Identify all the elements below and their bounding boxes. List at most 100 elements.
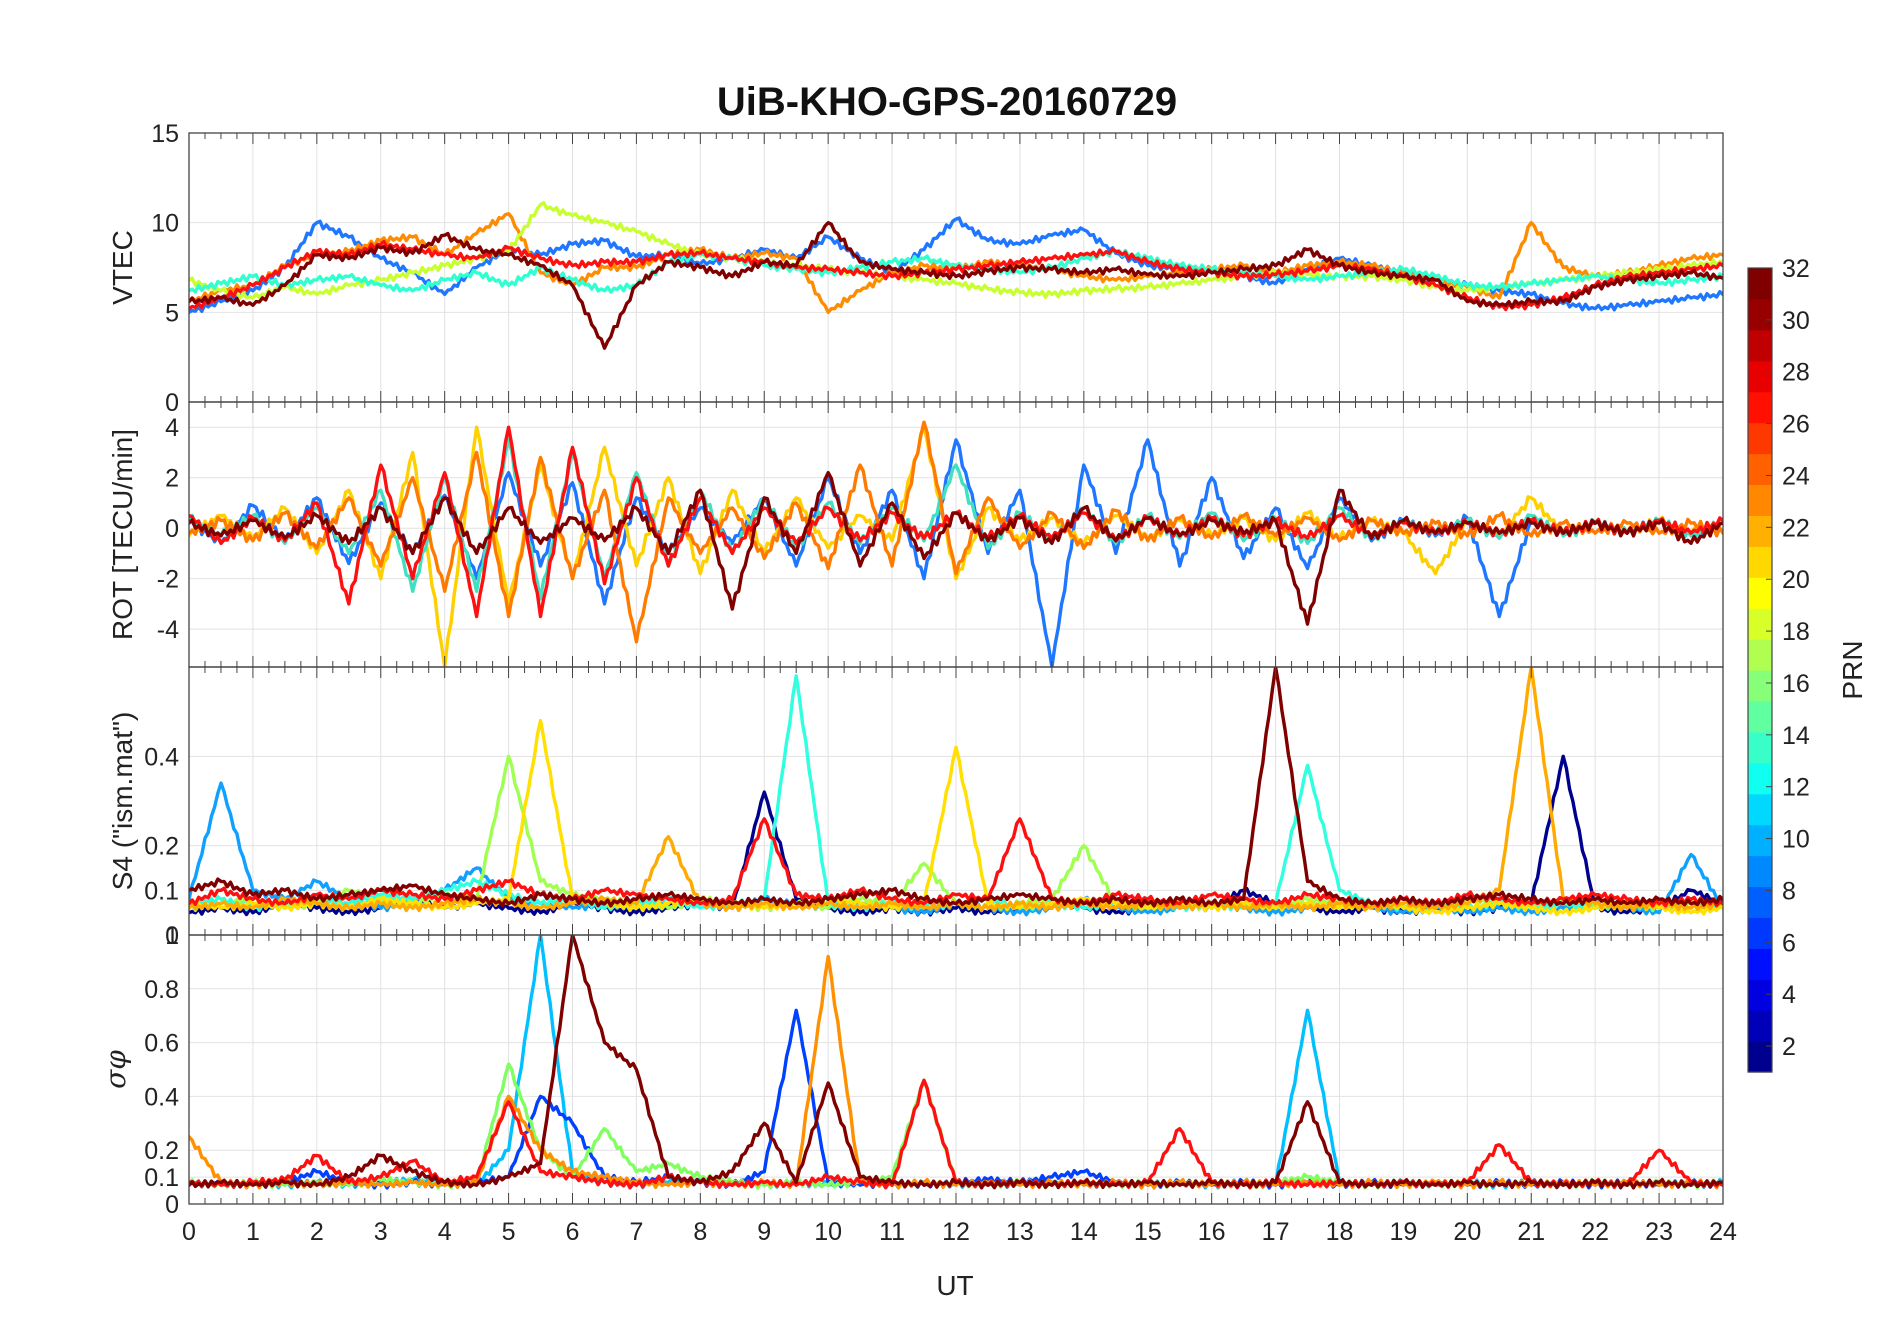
y-tick-label: 0.1 (144, 877, 179, 905)
colorbar-segment (1748, 546, 1772, 578)
colorbar-tick-label: 6 (1782, 929, 1796, 957)
chart-title: UiB-KHO-GPS-20160729 (717, 80, 1177, 124)
series-line (189, 200, 1723, 300)
y-tick-label: 1 (165, 922, 179, 950)
y-tick-label: 0.8 (144, 976, 179, 1004)
colorbar-segment (1748, 670, 1772, 702)
colorbar-segment (1748, 731, 1772, 764)
series-line (189, 667, 1723, 908)
x-tick-label: 15 (1134, 1218, 1162, 1246)
colorbar-segment (1748, 762, 1772, 795)
series-line (189, 247, 1723, 294)
series-line (189, 471, 1723, 626)
colorbar-segment (1748, 639, 1772, 671)
colorbar-label: PRN (1837, 640, 1868, 699)
series-group (189, 420, 1723, 667)
y-tick-label: 0.6 (144, 1030, 179, 1058)
y-tick-label: 2 (165, 465, 179, 493)
series-line (189, 438, 1723, 667)
x-tick-label: 17 (1262, 1218, 1290, 1246)
y-tick-label: 10 (151, 210, 179, 238)
colorbar-segment (1748, 793, 1772, 826)
y-tick-label: 0 (165, 1191, 179, 1219)
y-tick-label: -4 (157, 616, 179, 644)
x-tick-label: 14 (1070, 1218, 1098, 1246)
colorbar-tick-label: 16 (1782, 670, 1810, 698)
colorbar-tick-label: 10 (1782, 826, 1810, 854)
y-tick-label: 15 (151, 120, 179, 148)
colorbar-segment (1748, 268, 1772, 300)
colorbar-tick-label: 14 (1782, 722, 1810, 750)
x-tick-label: 19 (1390, 1218, 1418, 1246)
y-tick-label: 0 (165, 389, 179, 417)
colorbar-tick-label: 24 (1782, 462, 1810, 490)
y-tick-label: 0 (165, 922, 179, 950)
series-line (189, 718, 1723, 917)
y-tick-label: 0.2 (144, 1137, 179, 1165)
series-line (189, 420, 1723, 644)
x-tick-label: 18 (1326, 1218, 1354, 1246)
x-tick-label: 22 (1581, 1218, 1609, 1246)
x-tick-label: 8 (693, 1218, 707, 1246)
colorbar-segment (1748, 298, 1772, 331)
colorbar-segment (1748, 391, 1772, 424)
y-tick-label: 0 (165, 515, 179, 543)
colorbar-tick-label: 26 (1782, 411, 1810, 439)
y-tick-label: -2 (157, 566, 179, 594)
x-tick-label: 16 (1198, 1218, 1226, 1246)
x-tick-label: 12 (942, 1218, 970, 1246)
colorbar-tick-label: 8 (1782, 877, 1796, 905)
x-tick-label: 6 (566, 1218, 580, 1246)
colorbar-segment (1748, 948, 1772, 980)
series-line (189, 954, 1723, 1190)
series-group (189, 200, 1723, 350)
series-line (189, 220, 1723, 350)
colorbar-segment (1748, 979, 1772, 1011)
y-tick-label: 0.4 (144, 1083, 179, 1111)
colorbar-tick-label: 32 (1782, 255, 1810, 283)
x-tick-label: 13 (1006, 1218, 1034, 1246)
x-axis-label: UT (936, 1270, 973, 1301)
y-tick-label: 4 (165, 414, 179, 442)
colorbar-tick-label: 12 (1782, 774, 1810, 802)
x-tick-label: 9 (757, 1218, 771, 1246)
colorbar-tick-label: 4 (1782, 981, 1796, 1009)
x-tick-labels: 0 1 2 3 4 5 6 7 8 9 10 11 12 13 14 15 16 17 18 19 20 21 22 23 24 (182, 1218, 1737, 1246)
panel-2: -4 -2 0 2 4 ROT [TECU/min] (107, 401, 1724, 668)
y-tick-label: 0.1 (144, 1164, 179, 1192)
colorbar-tick-label: 30 (1782, 307, 1810, 335)
x-tick-label: 1 (246, 1218, 260, 1246)
y-tick-label: 0.2 (144, 833, 179, 861)
x-tick-label: 5 (502, 1218, 516, 1246)
y-axis-label: ROT [TECU/min] (107, 429, 138, 640)
colorbar-segment (1748, 515, 1772, 547)
y-axis-label: S4 ("ism.mat") (107, 712, 138, 891)
series-group (189, 935, 1723, 1190)
colorbar-tick-label: 20 (1782, 566, 1810, 594)
panel-3: 0 0.1 0.2 0.4S4 ("ism.mat") (107, 666, 1724, 950)
x-tick-label: 4 (438, 1218, 452, 1246)
colorbar-segment (1748, 453, 1772, 486)
x-tick-label: 3 (374, 1218, 388, 1246)
colorbar-tick-label: 2 (1782, 1033, 1796, 1061)
colorbar-segment (1748, 917, 1772, 949)
y-axis-label: σφ (99, 1050, 132, 1089)
colorbar-segment (1748, 886, 1772, 918)
colorbar-segment (1748, 824, 1772, 857)
x-tick-label: 2 (310, 1218, 324, 1246)
x-tick-label: 11 (879, 1218, 905, 1246)
colorbar-segment (1748, 700, 1772, 733)
y-tick-label: 0.4 (144, 743, 179, 771)
series-line (189, 239, 1723, 312)
colorbar-segment (1748, 608, 1772, 640)
series-group (189, 667, 1723, 917)
colorbar-segment (1748, 484, 1772, 516)
series-line (189, 817, 1723, 908)
colorbar-segment (1748, 360, 1772, 393)
y-axis-label: VTEC (107, 230, 138, 305)
x-tick-label: 0 (182, 1218, 196, 1246)
colorbar-frame (1747, 267, 1773, 1073)
panel-1: 0 5 10 15 VTEC (107, 120, 1724, 417)
colorbar-tick-label: 22 (1782, 514, 1810, 542)
